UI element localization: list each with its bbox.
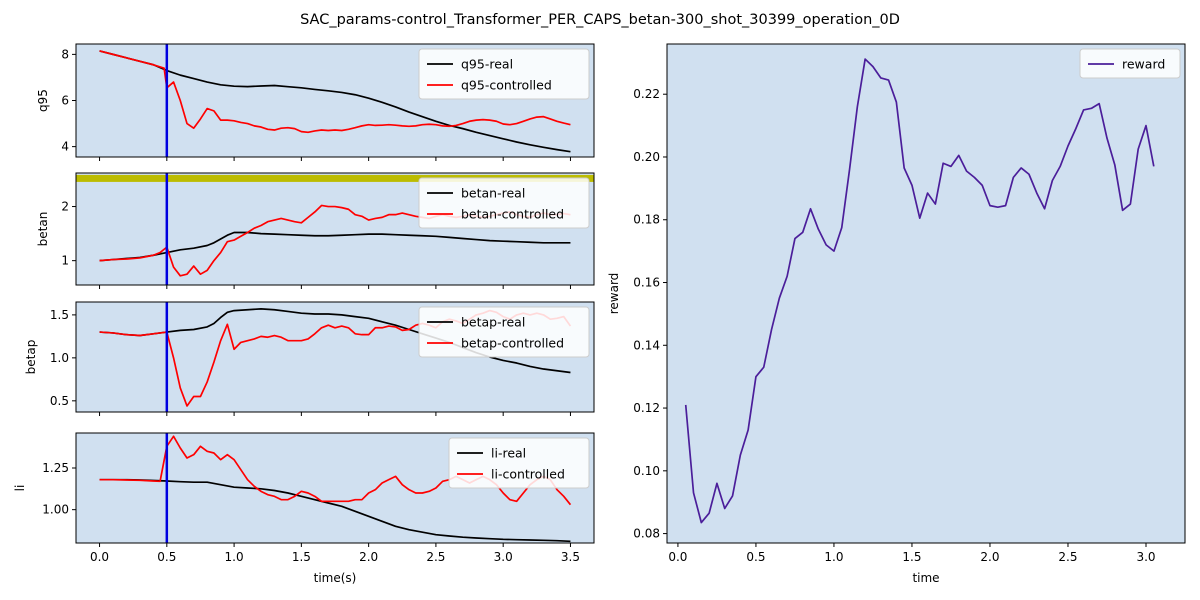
legend-label: q95-real bbox=[461, 57, 513, 72]
legend-label: li-real bbox=[491, 446, 526, 461]
legend-box bbox=[418, 48, 590, 100]
legend-box bbox=[418, 306, 590, 358]
x-tick-label: 0.5 bbox=[157, 550, 176, 564]
y-tick-label: 0.08 bbox=[633, 527, 660, 541]
legend-label: betan-controlled bbox=[461, 207, 564, 222]
series-line-li-real bbox=[99, 478, 571, 543]
legend-box bbox=[448, 437, 590, 489]
legend: li-real li-controlled bbox=[448, 437, 590, 489]
y-tick-label: 6 bbox=[61, 94, 69, 108]
y-axis-label: betap bbox=[24, 340, 38, 375]
y-tick-label: 0.5 bbox=[50, 394, 69, 408]
y-tick-label: 1.0 bbox=[50, 351, 69, 365]
series-line-q95-controlled bbox=[99, 50, 571, 134]
legend-label: betap-real bbox=[461, 315, 525, 330]
x-tick-label: 1.0 bbox=[824, 550, 843, 564]
x-tick-label: 0.0 bbox=[90, 550, 109, 564]
y-axis-label: li bbox=[13, 485, 27, 492]
subplot-betan: 1 2 betan betan-real betan-controlled bbox=[36, 172, 595, 289]
x-tick-label: 0.5 bbox=[746, 550, 765, 564]
y-tick-label: 1.00 bbox=[42, 503, 69, 517]
y-tick-label: 0.20 bbox=[633, 150, 660, 164]
x-tick-label: 1.5 bbox=[292, 550, 311, 564]
y-tick-label: 8 bbox=[61, 47, 69, 61]
subplot-betap: 0.5 1.0 1.5 betap betap-real betap-controlled bbox=[24, 301, 595, 416]
legend: q95-real q95-controlled bbox=[418, 48, 590, 100]
legend-label: betap-controlled bbox=[461, 336, 564, 351]
y-tick-label: 1.5 bbox=[50, 308, 69, 322]
x-tick-label: 2.5 bbox=[1058, 550, 1077, 564]
plot-data bbox=[99, 44, 571, 157]
plot-area bbox=[667, 44, 1185, 543]
legend: reward bbox=[1079, 48, 1181, 79]
plot-frame bbox=[75, 432, 595, 544]
x-tick-label: 3.0 bbox=[494, 550, 513, 564]
x-tick-label: 2.5 bbox=[426, 550, 445, 564]
y-tick-label: 0.10 bbox=[633, 464, 660, 478]
x-tick-label: 3.0 bbox=[1136, 550, 1155, 564]
y-tick-label: 2 bbox=[61, 200, 69, 214]
x-tick-label: 0.0 bbox=[668, 550, 687, 564]
threshold-band bbox=[76, 174, 594, 182]
subplot-reward: 0.08 0.10 0.12 0.14 0.16 0.18 0.20 0.22 0.0 0.5 1.… bbox=[607, 43, 1186, 585]
y-tick-label: 4 bbox=[61, 140, 69, 154]
legend: betan-real betan-controlled bbox=[418, 177, 590, 229]
figure-title: SAC_params-control_Transformer_PER_CAPS_… bbox=[300, 12, 900, 28]
series-line-reward bbox=[684, 58, 1155, 524]
legend-label: q95-controlled bbox=[461, 78, 552, 93]
series-line-q95-real bbox=[99, 50, 571, 153]
legend-box bbox=[418, 177, 590, 229]
subplot-li: 1.00 1.25 0.0 0.5 1.0 1.5 2.0 2.5 3.0 3.5 li time(s… bbox=[13, 432, 595, 585]
x-tick-label: 3.5 bbox=[561, 550, 580, 564]
plot-frame bbox=[75, 172, 595, 286]
legend-box bbox=[1079, 48, 1181, 79]
y-axis-label: q95 bbox=[36, 89, 50, 112]
x-tick-label: 1.5 bbox=[902, 550, 921, 564]
legend-label: li-controlled bbox=[491, 467, 565, 482]
plot-frame bbox=[75, 301, 595, 413]
y-axis-label: reward bbox=[607, 273, 621, 315]
x-axis-label: time bbox=[912, 571, 939, 585]
x-tick-label: 2.0 bbox=[980, 550, 999, 564]
y-tick-label: 1.25 bbox=[42, 461, 69, 475]
y-axis-label: betan bbox=[36, 212, 50, 247]
y-tick-label: 0.22 bbox=[633, 87, 660, 101]
plot-data bbox=[684, 58, 1155, 524]
y-tick-label: 0.12 bbox=[633, 401, 660, 415]
x-tick-label: 1.0 bbox=[225, 550, 244, 564]
y-tick-label: 0.14 bbox=[633, 338, 660, 352]
subplot-q95: 4 6 8 q95 q95-real q95-controlled bbox=[36, 43, 595, 161]
y-tick-label: 0.16 bbox=[633, 276, 660, 290]
legend: betap-real betap-controlled bbox=[418, 306, 590, 358]
y-tick-label: 0.18 bbox=[633, 213, 660, 227]
subplots: 4 6 8 q95 q95-real q95-controlled 1 2 betan betan… bbox=[13, 43, 1186, 585]
legend-label: reward bbox=[1122, 57, 1165, 72]
y-tick-label: 1 bbox=[61, 254, 69, 268]
legend-label: betan-real bbox=[461, 186, 525, 201]
plot-frame bbox=[666, 43, 1186, 544]
series-line-betan-real bbox=[99, 231, 571, 262]
x-axis-label: time(s) bbox=[314, 571, 357, 585]
x-tick-label: 2.0 bbox=[359, 550, 378, 564]
